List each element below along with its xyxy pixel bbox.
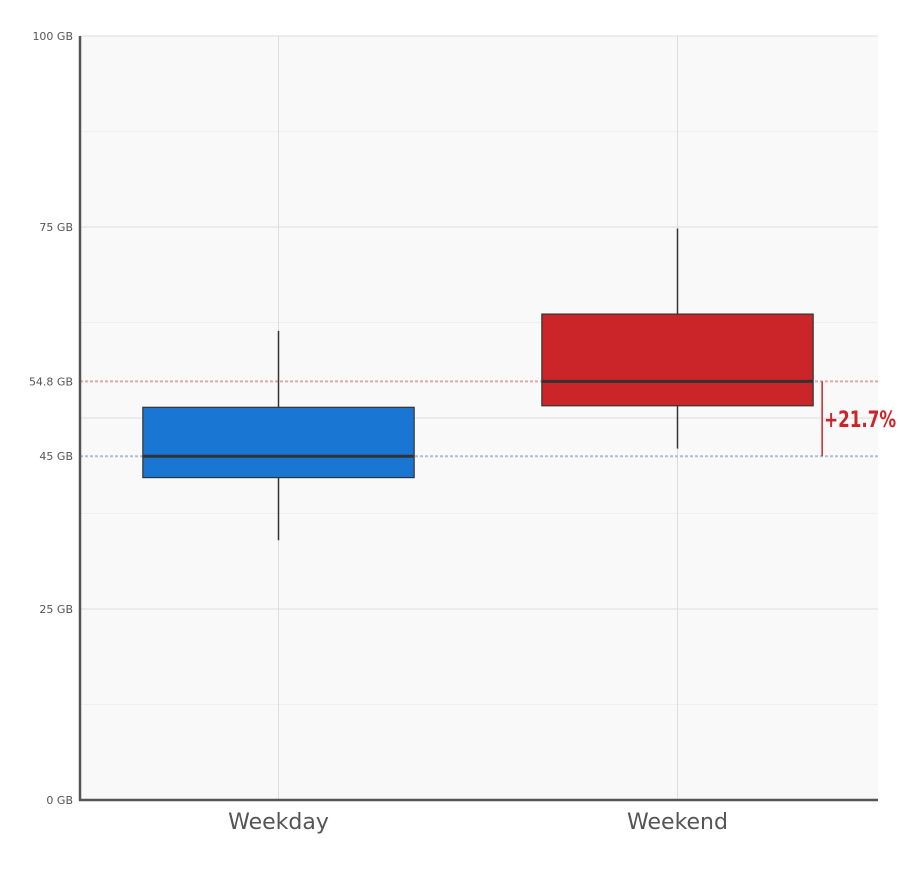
difference-annotation: +21.7% xyxy=(821,381,896,457)
axes xyxy=(78,36,878,802)
box-body xyxy=(541,313,814,407)
x-tick-label: Weekday xyxy=(228,810,329,835)
boxes xyxy=(142,228,814,541)
box-body xyxy=(142,406,415,479)
y-tick-label: 0 GB xyxy=(46,794,73,807)
y-tick-label: 45 GB xyxy=(39,450,73,463)
x-tick-label: Weekend xyxy=(627,810,728,835)
y-tick-label: 75 GB xyxy=(39,221,73,234)
difference-label: +21.7% xyxy=(824,408,896,433)
y-tick-labels: 0 GB 25 GB 45 GB 54.8 GB 75 GB 100 GB xyxy=(29,30,73,807)
y-tick-label: 100 GB xyxy=(32,30,73,43)
box-weekday xyxy=(142,330,415,541)
x-tick-labels: Weekday Weekend xyxy=(228,810,728,835)
box-weekend xyxy=(541,228,814,449)
y-tick-label: 54.8 GB xyxy=(29,375,73,388)
y-tick-label: 25 GB xyxy=(39,603,73,616)
